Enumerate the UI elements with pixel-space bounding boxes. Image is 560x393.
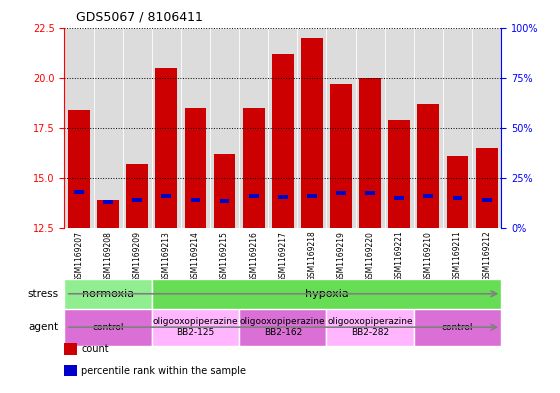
Bar — [239, 28, 268, 228]
Bar — [210, 28, 239, 228]
Bar — [356, 28, 385, 228]
Bar — [472, 28, 501, 228]
Text: control: control — [442, 323, 473, 332]
Text: oligooxopiperazine
BB2-162: oligooxopiperazine BB2-162 — [240, 318, 325, 337]
Text: percentile rank within the sample: percentile rank within the sample — [81, 365, 246, 376]
Text: normoxia: normoxia — [82, 289, 134, 299]
Bar — [326, 309, 414, 346]
Bar — [161, 194, 171, 198]
Text: control: control — [92, 323, 124, 332]
Text: stress: stress — [27, 289, 59, 299]
Bar — [103, 200, 113, 204]
Bar — [389, 120, 410, 228]
Bar — [307, 194, 317, 198]
Text: oligooxopiperazine
BB2-125: oligooxopiperazine BB2-125 — [153, 318, 238, 337]
Bar — [423, 194, 433, 198]
Bar — [443, 28, 472, 228]
Bar — [418, 104, 439, 228]
Bar — [152, 28, 181, 228]
Bar — [414, 28, 443, 228]
Bar — [268, 28, 297, 228]
Bar — [365, 191, 375, 195]
Bar — [482, 198, 492, 202]
Bar — [243, 108, 264, 228]
Bar — [123, 28, 152, 228]
Text: count: count — [81, 344, 109, 354]
Bar — [184, 108, 206, 228]
Bar — [336, 191, 346, 195]
Text: oligooxopiperazine
BB2-282: oligooxopiperazine BB2-282 — [328, 318, 413, 337]
Bar — [394, 196, 404, 200]
Bar — [385, 28, 414, 228]
Bar — [452, 196, 463, 200]
Bar — [213, 154, 235, 228]
Bar — [414, 309, 501, 346]
Bar — [330, 84, 352, 228]
Bar — [64, 279, 152, 309]
Bar — [220, 199, 230, 203]
Bar — [360, 78, 381, 228]
Bar — [152, 279, 501, 309]
Bar — [64, 309, 152, 346]
Text: agent: agent — [29, 322, 59, 332]
Bar — [301, 38, 323, 228]
Text: GDS5067 / 8106411: GDS5067 / 8106411 — [76, 11, 203, 24]
Bar — [156, 68, 177, 228]
Bar — [97, 200, 119, 228]
Bar — [152, 309, 239, 346]
Bar — [94, 28, 123, 228]
Bar — [132, 198, 142, 202]
Bar — [297, 28, 326, 228]
Bar — [249, 194, 259, 198]
Bar — [272, 53, 293, 228]
Bar — [239, 309, 326, 346]
Bar — [68, 110, 90, 228]
Bar — [447, 156, 468, 228]
Bar — [74, 190, 84, 194]
Bar — [64, 28, 94, 228]
Bar — [326, 28, 356, 228]
Bar — [127, 164, 148, 228]
Text: hypoxia: hypoxia — [305, 289, 348, 299]
Bar — [181, 28, 210, 228]
Bar — [190, 198, 200, 202]
Bar — [476, 148, 497, 228]
Bar — [278, 195, 288, 199]
